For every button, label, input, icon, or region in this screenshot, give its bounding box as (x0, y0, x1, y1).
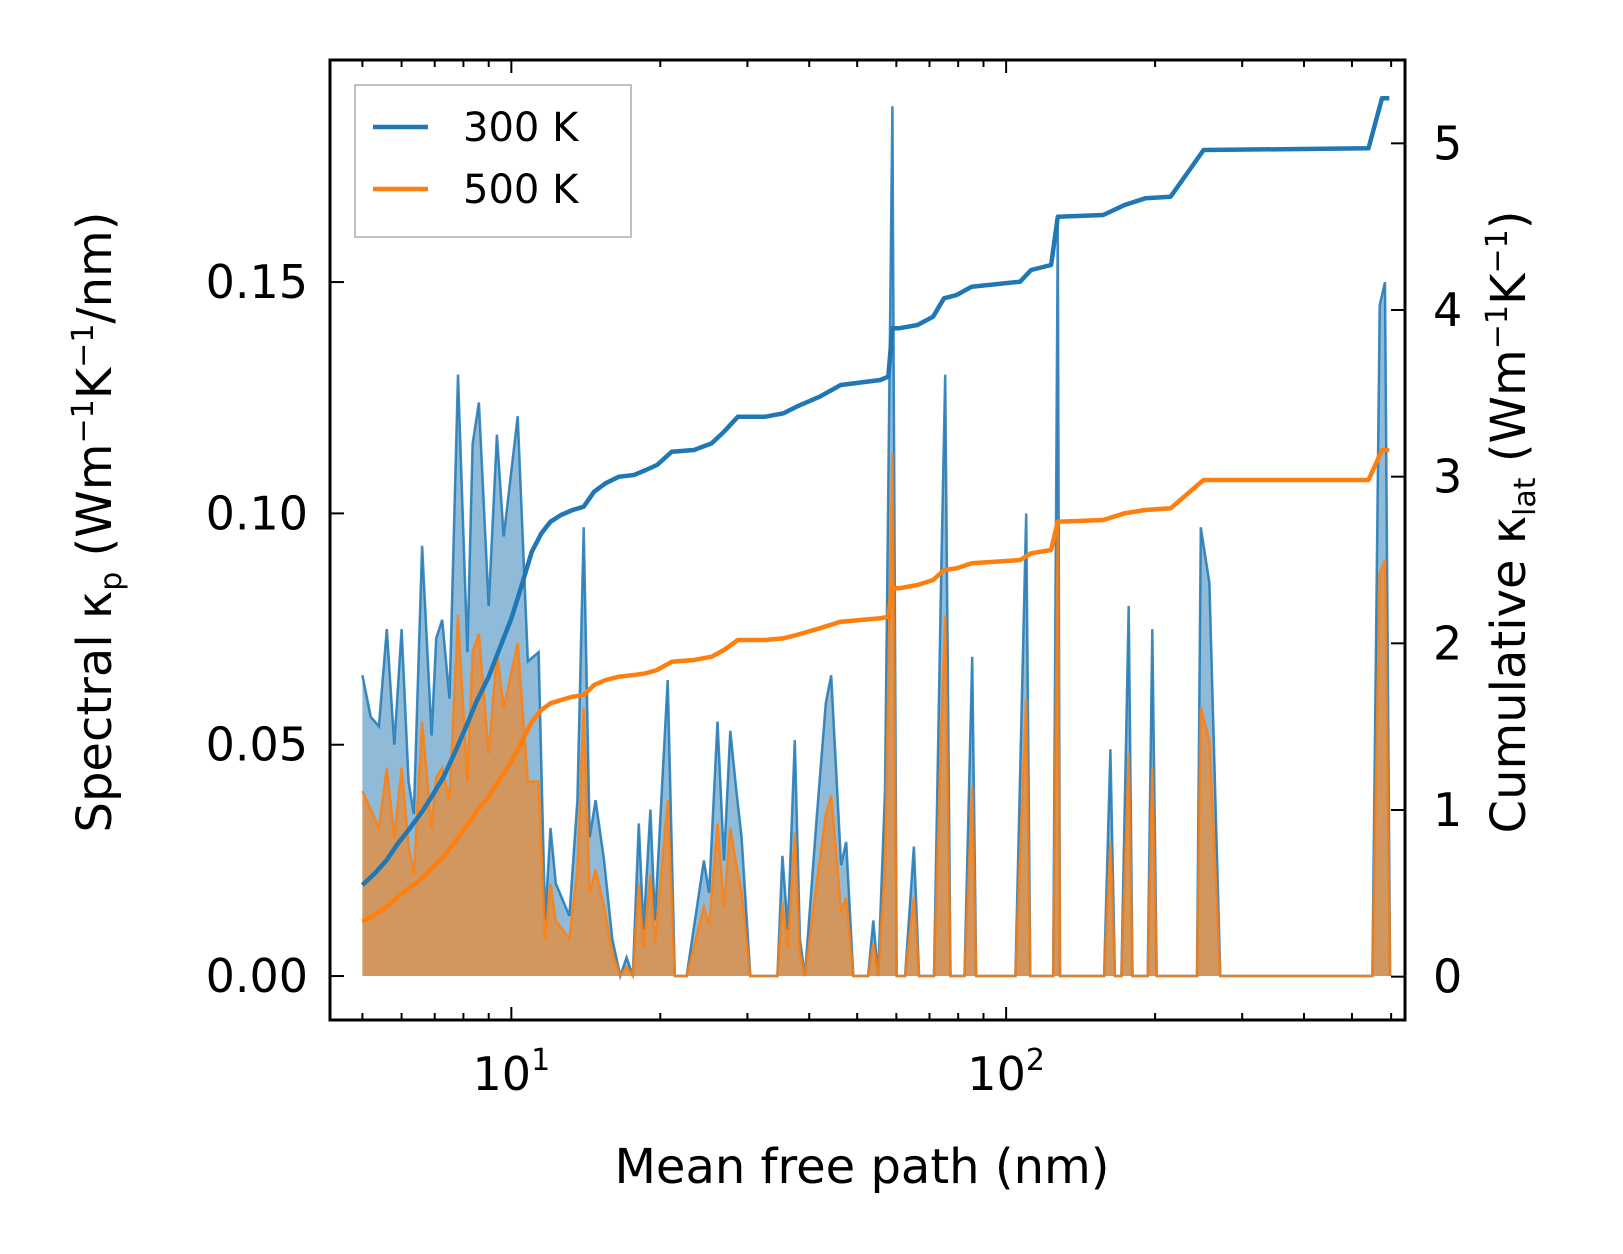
plot-frame (328, 58, 1407, 1022)
legend-box (354, 84, 632, 238)
y-tick-label-left: 0.05 (206, 718, 308, 772)
cumulative-line-300k (360, 96, 1390, 887)
legend-label-300k: 300 K (463, 105, 580, 151)
spectral-line-500k (361, 453, 1392, 980)
axes-layer: 101 102 0.00 0.05 0.10 0.15 0 1 2 3 4 5 (206, 58, 1462, 1101)
plot-layer (360, 96, 1392, 981)
y-tick-label-left: 0.00 (206, 949, 308, 1003)
legend-label-500k: 500 K (463, 167, 580, 213)
y-axis-right-title: Cumulative κlat (Wm−1K−1) (1480, 211, 1543, 834)
legend: 300 K 500 K (354, 84, 632, 238)
y-axis-left-title: Spectral κp (Wm−1K−1/nm) (66, 212, 129, 833)
y-tick-label-right: 5 (1433, 116, 1462, 170)
x-tick-label: 101 (473, 1043, 551, 1101)
y-tick-label-right: 0 (1433, 950, 1462, 1004)
y-tick-label-right: 3 (1433, 450, 1462, 504)
y-tick-label-left: 0.15 (206, 255, 308, 309)
cumulative-line-500k (361, 447, 1390, 924)
y-tick-label-left: 0.10 (206, 486, 308, 540)
y-tick-label-right: 4 (1433, 283, 1462, 337)
y-tick-label-right: 2 (1433, 616, 1462, 670)
x-tick-label: 102 (967, 1043, 1045, 1101)
spectral-area-500k (362, 453, 1391, 976)
y-tick-label-right: 1 (1433, 783, 1462, 837)
x-axis-title: Mean free path (nm) (615, 1139, 1110, 1195)
